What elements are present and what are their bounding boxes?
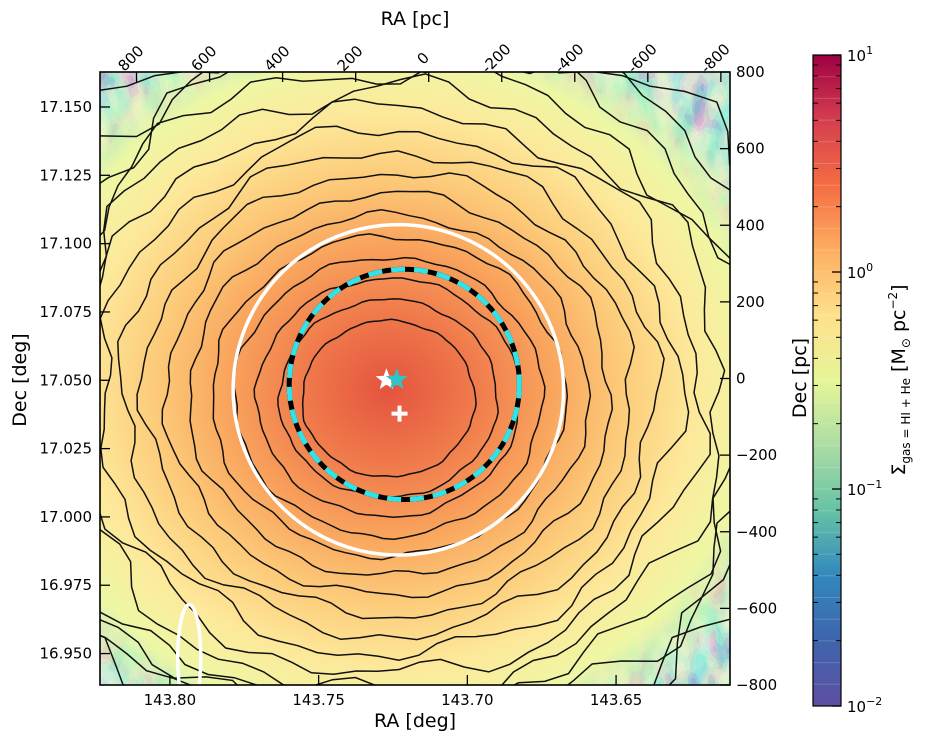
- colorbar-frame: [812, 54, 842, 707]
- x-bottom-tick-label: 143.75: [292, 691, 345, 709]
- y-right-tick-label: −400: [736, 523, 777, 541]
- x-bottom-tick-label: 143.80: [144, 691, 197, 709]
- colorbar-tick-label: 10−1: [847, 478, 882, 499]
- overlays: [175, 222, 566, 685]
- y-right-tick-label: 200: [736, 293, 765, 311]
- y-right-tick-label: 800: [736, 63, 765, 81]
- contour-level: [100, 125, 690, 661]
- star-cyan: [385, 368, 408, 389]
- x-top-tick-label: 0: [413, 49, 432, 68]
- y-left-tick-label: 17.150: [40, 98, 93, 116]
- y-left-tick-label: 16.975: [40, 576, 93, 594]
- beam-ellipse: [175, 602, 203, 685]
- colorbar-label: Σgas = HI + He [M⊙ pc−2]: [886, 284, 913, 475]
- contour-level: [301, 318, 477, 478]
- x-bottom-tick-label: 143.70: [441, 691, 494, 709]
- x-top-tick-label: 800: [114, 42, 147, 75]
- y-axis-left: 16.950 16.975 17.000 17.025 17.050 17.075 17.1…: [40, 98, 110, 663]
- x-axis-bottom: 143.80 143.75 143.70 143.65: [144, 675, 643, 709]
- y-left-tick-label: 17.050: [40, 371, 93, 389]
- contour-level: [100, 72, 730, 685]
- y-right-tick-label: −800: [736, 676, 777, 694]
- x-top-tick-label: 600: [188, 42, 221, 75]
- x-top-tick-label: 200: [334, 42, 367, 75]
- y-left-tick-label: 17.100: [40, 235, 93, 253]
- colorbar-tick-label: 101: [847, 44, 873, 65]
- contour-level: [100, 98, 711, 675]
- contour-level: [277, 298, 499, 498]
- dashed-circle: [286, 266, 522, 502]
- plot-area: [100, 72, 730, 685]
- contour-level: [136, 172, 635, 620]
- contour-lines: [100, 72, 730, 685]
- y-left-tick-label: 17.125: [40, 166, 93, 184]
- y-right-tick-label: 0: [736, 370, 746, 388]
- y-axis-right: 800 600 400 200 0 −200 −400 −600 −800: [720, 63, 777, 694]
- y-right-tick-label: −200: [736, 446, 777, 464]
- y-label-left: Dec [deg]: [9, 333, 31, 426]
- contour-level: [117, 150, 665, 641]
- colorbar-tick-label: 100: [847, 261, 873, 282]
- y-left-tick-label: 17.075: [40, 303, 93, 321]
- x-label-bottom: RA [deg]: [374, 710, 456, 732]
- x-label-top: RA [pc]: [381, 8, 450, 30]
- y-right-tick-label: −600: [736, 599, 777, 617]
- y-label-right: Dec [pc]: [789, 338, 811, 418]
- y-left-tick-label: 16.950: [40, 645, 93, 663]
- contour-level: [212, 233, 569, 561]
- contour-level: [161, 190, 614, 599]
- contour-level: [100, 73, 726, 685]
- colorbar-tick-label: 10−2: [847, 695, 882, 716]
- x-top-tick-label: 400: [261, 42, 294, 75]
- white-circle: [231, 222, 566, 557]
- y-right-tick-label: 400: [736, 216, 765, 234]
- y-right-tick-label: 600: [736, 140, 765, 158]
- contour-level: [189, 208, 592, 576]
- x-bottom-tick-label: 143.65: [590, 691, 643, 709]
- y-left-tick-label: 17.025: [40, 440, 93, 458]
- colorbar: 10−2 10−1 100 101: [812, 44, 882, 716]
- colorbar-ticks: 10−2 10−1 100 101: [813, 44, 882, 716]
- y-left-tick-label: 17.000: [40, 508, 93, 526]
- contour-level: [100, 72, 730, 685]
- contour-level: [253, 277, 521, 518]
- colorbar-fill: [813, 55, 841, 706]
- contour-level: [233, 256, 546, 541]
